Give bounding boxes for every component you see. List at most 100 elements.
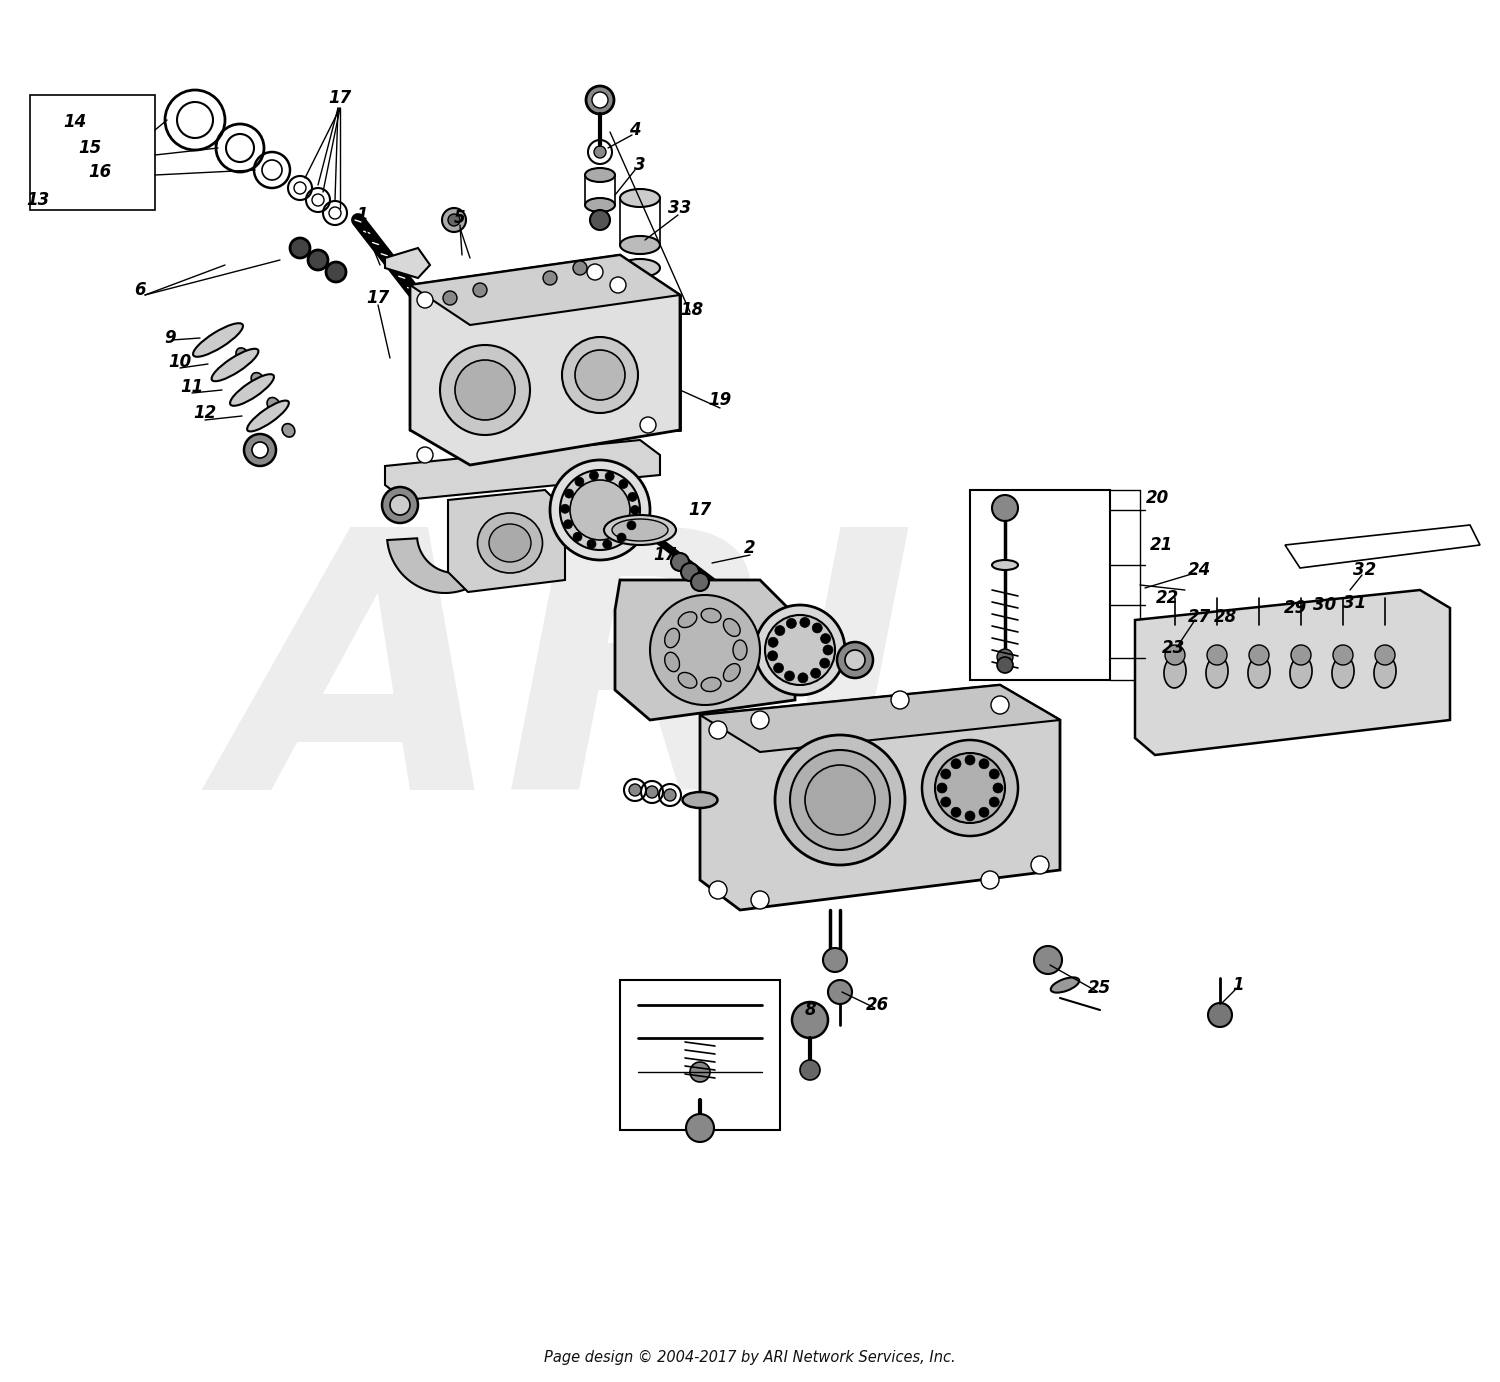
Ellipse shape (477, 513, 543, 574)
Circle shape (686, 1114, 714, 1142)
Text: 24: 24 (1188, 561, 1212, 579)
Circle shape (417, 446, 434, 463)
Circle shape (784, 672, 795, 681)
Ellipse shape (585, 198, 615, 211)
Text: 11: 11 (180, 379, 204, 397)
Circle shape (690, 1061, 709, 1082)
Circle shape (980, 759, 988, 768)
Circle shape (828, 980, 852, 1003)
Circle shape (590, 471, 598, 480)
Text: 1: 1 (1232, 976, 1244, 994)
Circle shape (290, 238, 310, 258)
Ellipse shape (604, 515, 676, 545)
Ellipse shape (734, 640, 747, 661)
Circle shape (951, 807, 962, 817)
Circle shape (627, 521, 636, 529)
Circle shape (620, 480, 628, 488)
Circle shape (964, 811, 975, 821)
Circle shape (964, 755, 975, 766)
Text: 12: 12 (194, 404, 216, 422)
Text: 22: 22 (1156, 589, 1179, 607)
Circle shape (442, 292, 458, 305)
Text: 19: 19 (708, 391, 732, 409)
Circle shape (710, 721, 728, 739)
Ellipse shape (664, 652, 680, 672)
Circle shape (776, 626, 784, 636)
Ellipse shape (236, 348, 249, 363)
Circle shape (1030, 855, 1048, 873)
Circle shape (670, 553, 688, 571)
Circle shape (806, 766, 874, 835)
Circle shape (564, 489, 573, 498)
Circle shape (988, 797, 999, 807)
Circle shape (800, 1060, 820, 1079)
Circle shape (768, 637, 778, 647)
Ellipse shape (1052, 977, 1078, 992)
Polygon shape (410, 256, 680, 464)
Text: 6: 6 (134, 281, 146, 299)
Polygon shape (615, 580, 795, 720)
Ellipse shape (1374, 656, 1396, 688)
Text: 17: 17 (366, 289, 390, 307)
Circle shape (776, 735, 904, 865)
Text: 13: 13 (27, 191, 50, 209)
Circle shape (664, 789, 676, 802)
Ellipse shape (723, 619, 740, 636)
Circle shape (417, 292, 434, 308)
Text: 28: 28 (1214, 608, 1236, 626)
Polygon shape (386, 247, 430, 278)
Ellipse shape (992, 560, 1018, 569)
Ellipse shape (620, 258, 660, 276)
Text: 17: 17 (654, 546, 676, 564)
Text: 5: 5 (454, 209, 466, 227)
Circle shape (992, 495, 1018, 521)
Ellipse shape (678, 612, 698, 627)
Ellipse shape (620, 189, 660, 207)
Text: ARI: ARI (224, 517, 916, 865)
Ellipse shape (211, 348, 258, 381)
Circle shape (590, 210, 610, 229)
Circle shape (382, 486, 418, 522)
Circle shape (993, 784, 1004, 793)
Circle shape (792, 1002, 828, 1038)
Polygon shape (700, 685, 1060, 909)
Circle shape (824, 645, 833, 655)
Text: 16: 16 (88, 163, 111, 181)
Circle shape (821, 633, 831, 644)
Ellipse shape (682, 792, 717, 808)
Circle shape (940, 768, 951, 779)
Circle shape (604, 471, 613, 481)
Circle shape (1334, 645, 1353, 665)
Ellipse shape (1248, 656, 1270, 688)
Circle shape (650, 596, 760, 705)
Circle shape (998, 650, 1012, 665)
Circle shape (940, 797, 951, 807)
Ellipse shape (1164, 656, 1186, 688)
Circle shape (938, 784, 946, 793)
Text: Page design © 2004-2017 by ARI Network Services, Inc.: Page design © 2004-2017 by ARI Network S… (544, 1350, 956, 1364)
Text: 30: 30 (1314, 596, 1336, 614)
Text: 8: 8 (804, 1001, 816, 1019)
Circle shape (561, 504, 570, 513)
Circle shape (543, 271, 556, 285)
Circle shape (586, 86, 613, 113)
Text: 21: 21 (1150, 536, 1173, 554)
Circle shape (1208, 645, 1227, 665)
Circle shape (390, 495, 410, 515)
Polygon shape (410, 256, 680, 325)
Text: 14: 14 (63, 113, 87, 131)
Circle shape (710, 880, 728, 900)
Ellipse shape (612, 520, 668, 540)
Text: 20: 20 (1146, 489, 1170, 507)
Ellipse shape (664, 629, 680, 648)
Ellipse shape (267, 398, 280, 412)
Circle shape (594, 146, 606, 158)
Ellipse shape (678, 673, 698, 688)
Ellipse shape (585, 169, 615, 182)
Circle shape (603, 540, 612, 549)
Circle shape (1034, 947, 1062, 974)
Circle shape (1292, 645, 1311, 665)
Ellipse shape (700, 677, 721, 691)
Circle shape (308, 250, 328, 269)
Ellipse shape (251, 373, 264, 387)
